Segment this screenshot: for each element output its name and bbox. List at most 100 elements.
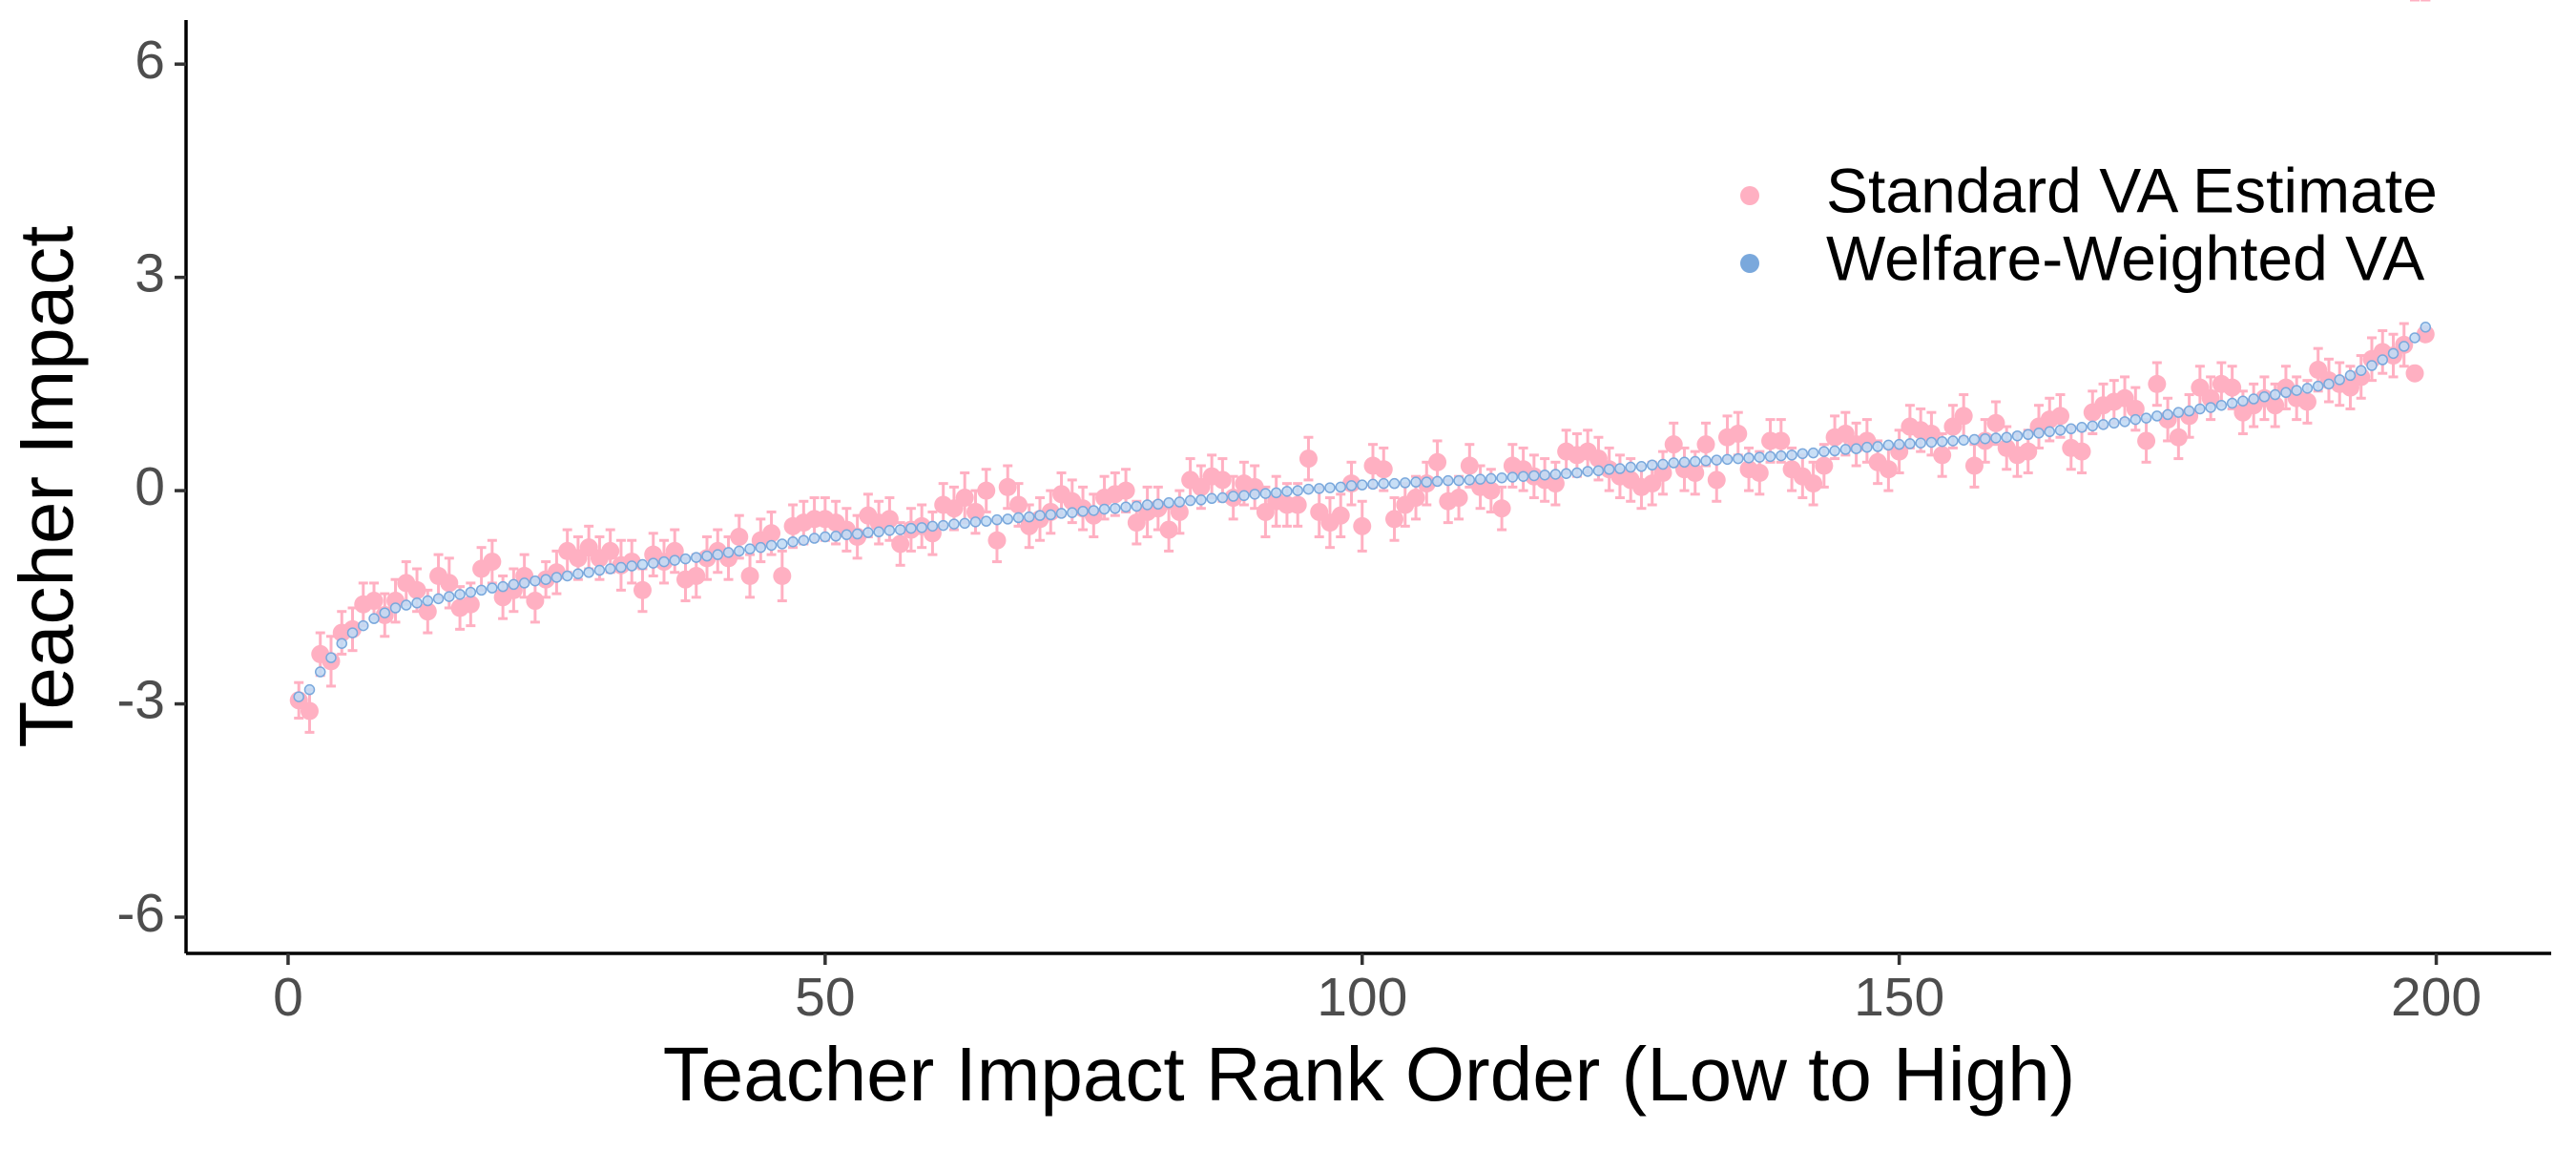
- point: [2183, 405, 2195, 417]
- point: [1872, 441, 1883, 452]
- point: [755, 541, 767, 554]
- point: [1482, 481, 1501, 500]
- point: [540, 574, 551, 585]
- point: [765, 539, 778, 552]
- point: [2223, 378, 2242, 397]
- point: [1968, 433, 1981, 446]
- x-axis-title: Teacher Impact Rank Order (Low to High): [663, 1032, 2076, 1117]
- point: [1700, 455, 1712, 467]
- point: [1696, 435, 1715, 454]
- point: [647, 557, 659, 569]
- point: [1227, 491, 1239, 502]
- point: [955, 489, 974, 508]
- point: [977, 481, 996, 500]
- point: [1861, 441, 1873, 453]
- point: [679, 553, 692, 565]
- point: [2312, 380, 2324, 392]
- point: [808, 533, 821, 544]
- point: [411, 597, 423, 609]
- point: [959, 517, 970, 530]
- point: [1206, 492, 1217, 505]
- point: [2258, 391, 2271, 403]
- point: [1012, 512, 1025, 524]
- point: [303, 683, 316, 696]
- point: [1385, 510, 1404, 529]
- point: [2148, 374, 2167, 393]
- point: [422, 595, 434, 607]
- point: [2137, 431, 2156, 450]
- point: [604, 563, 616, 575]
- point: [1008, 495, 1028, 514]
- point: [1879, 460, 1898, 479]
- point: [2323, 378, 2335, 390]
- point: [862, 527, 874, 538]
- point: [851, 528, 863, 540]
- point: [1664, 435, 1683, 454]
- point: [2109, 417, 2120, 429]
- point: [1110, 502, 1121, 514]
- point: [1657, 458, 1669, 470]
- point: [461, 595, 480, 614]
- point: [2097, 419, 2109, 430]
- point: [1378, 477, 1390, 490]
- point: [454, 589, 466, 600]
- point: [873, 526, 884, 538]
- point: [1077, 505, 1089, 517]
- point: [508, 578, 520, 591]
- point: [2169, 428, 2188, 447]
- point: [966, 502, 985, 521]
- point: [1922, 425, 1941, 444]
- point: [1120, 501, 1132, 512]
- point: [830, 531, 841, 542]
- point: [2054, 425, 2067, 436]
- point: [1772, 431, 1791, 450]
- point: [526, 592, 545, 611]
- point: [1528, 470, 1540, 482]
- point: [1804, 474, 1823, 493]
- point: [1603, 464, 1615, 475]
- point: [2076, 422, 2088, 433]
- point: [658, 555, 670, 568]
- point: [1807, 447, 1819, 459]
- point: [379, 607, 391, 618]
- point: [358, 619, 369, 632]
- point: [2044, 426, 2056, 438]
- point: [1678, 456, 1691, 469]
- point: [2051, 407, 2070, 426]
- x-tick-label: 100: [1317, 967, 1407, 1028]
- point: [583, 567, 594, 578]
- point: [1990, 432, 2002, 444]
- point: [998, 477, 1017, 496]
- point: [730, 528, 749, 547]
- point: [1088, 505, 1100, 516]
- point: [1174, 496, 1186, 508]
- point: [2377, 354, 2389, 366]
- point: [1159, 520, 1178, 539]
- point: [518, 577, 530, 589]
- point: [1546, 474, 1565, 493]
- x-tick-label: 200: [2391, 967, 2482, 1028]
- point: [601, 541, 620, 560]
- point: [787, 535, 799, 548]
- point: [2151, 410, 2163, 422]
- point: [2001, 431, 2012, 443]
- point: [1460, 456, 1479, 475]
- point: [926, 520, 939, 533]
- point: [1549, 469, 1562, 480]
- point: [1331, 506, 1350, 525]
- point: [1539, 469, 1550, 481]
- point: [1131, 500, 1143, 512]
- point: [293, 691, 304, 702]
- point: [2248, 393, 2259, 405]
- point: [1485, 472, 1497, 485]
- point: [2226, 397, 2238, 409]
- point: [701, 550, 713, 562]
- point: [300, 701, 319, 721]
- point: [636, 558, 649, 571]
- point: [407, 580, 426, 599]
- point: [2194, 403, 2206, 415]
- point: [762, 524, 781, 543]
- point: [2280, 387, 2292, 399]
- point: [1406, 489, 1425, 508]
- point: [1904, 438, 1916, 450]
